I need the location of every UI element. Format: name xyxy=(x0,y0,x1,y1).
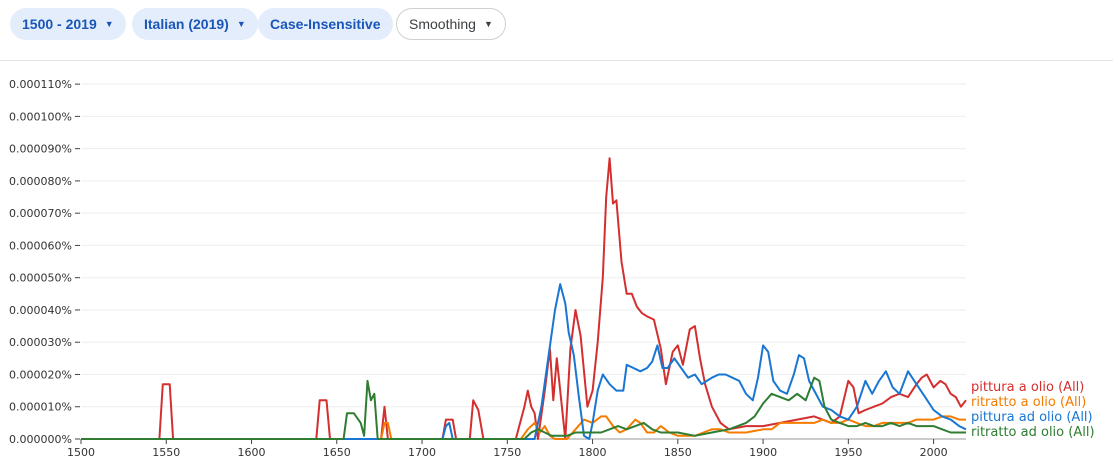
y-tick-label: 0.000080% xyxy=(9,175,72,188)
year-range-dropdown[interactable]: 1500 - 2019 ▼ xyxy=(10,8,126,40)
ngram-line-chart: 0.000000% 0.000010% 0.000020% 0.000030% 0.00… xyxy=(9,78,1095,459)
series-line-2[interactable] xyxy=(81,283,967,440)
x-tick-label: 1850 xyxy=(664,446,692,459)
x-tick-label: 1550 xyxy=(152,446,180,459)
y-tick-label: 0.000010% xyxy=(9,401,72,414)
series-line-0[interactable] xyxy=(81,157,967,440)
x-tick-label: 1650 xyxy=(323,446,351,459)
legend-label-0[interactable]: pittura a olio (All) xyxy=(971,380,1084,395)
y-tick-label: 0.000090% xyxy=(9,143,72,156)
x-tick-label: 1950 xyxy=(834,446,862,459)
case-insensitive-toggle[interactable]: Case-Insensitive xyxy=(258,8,393,40)
y-tick-label: 0.000050% xyxy=(9,272,72,285)
y-tick-label: 0.000070% xyxy=(9,207,72,220)
toolbar: 1500 - 2019 ▼ Italian (2019) ▼ Case-Inse… xyxy=(0,0,1113,61)
x-tick-label: 1600 xyxy=(238,446,266,459)
grid xyxy=(81,83,966,408)
corpus-label: Italian (2019) xyxy=(144,16,229,32)
y-tick-label: 0.000110% xyxy=(9,78,72,91)
x-tick-label: 1750 xyxy=(493,446,521,459)
legend-label-2[interactable]: pittura ad olio (All) xyxy=(971,410,1093,425)
chevron-down-icon: ▼ xyxy=(483,19,493,29)
chevron-down-icon: ▼ xyxy=(236,19,246,29)
x-tick-label: 2000 xyxy=(920,446,948,459)
x-tick-label: 1900 xyxy=(749,446,777,459)
year-range-label: 1500 - 2019 xyxy=(22,16,97,32)
legend: pittura a olio (All)ritratto a olio (All… xyxy=(971,380,1095,440)
x-tick-label: 1500 xyxy=(67,446,95,459)
series-lines xyxy=(81,157,967,440)
legend-label-1[interactable]: ritratto a olio (All) xyxy=(971,395,1086,410)
y-tick-label: 0.000030% xyxy=(9,336,72,349)
smoothing-dropdown[interactable]: Smoothing ▼ xyxy=(396,8,506,40)
chevron-down-icon: ▼ xyxy=(104,19,114,29)
x-tick-label: 1700 xyxy=(408,446,436,459)
case-label: Case-Insensitive xyxy=(270,16,381,32)
smoothing-label: Smoothing xyxy=(409,16,476,32)
y-tick-label: 0.000000% xyxy=(9,433,72,446)
series-line-3[interactable] xyxy=(81,376,966,440)
y-tick-label: 0.000020% xyxy=(9,368,72,381)
corpus-dropdown[interactable]: Italian (2019) ▼ xyxy=(132,8,258,40)
legend-label-3[interactable]: ritratto ad olio (All) xyxy=(971,425,1095,440)
x-tick-label: 1800 xyxy=(579,446,607,459)
x-axis: 1500 1550 1600 1650 1700 1750 1800 1850 1900 1950… xyxy=(67,438,966,459)
y-tick-label: 0.000060% xyxy=(9,239,72,252)
y-tick-label: 0.000100% xyxy=(9,110,72,123)
y-axis: 0.000000% 0.000010% 0.000020% 0.000030% 0.00… xyxy=(9,78,80,446)
y-tick-label: 0.000040% xyxy=(9,304,72,317)
